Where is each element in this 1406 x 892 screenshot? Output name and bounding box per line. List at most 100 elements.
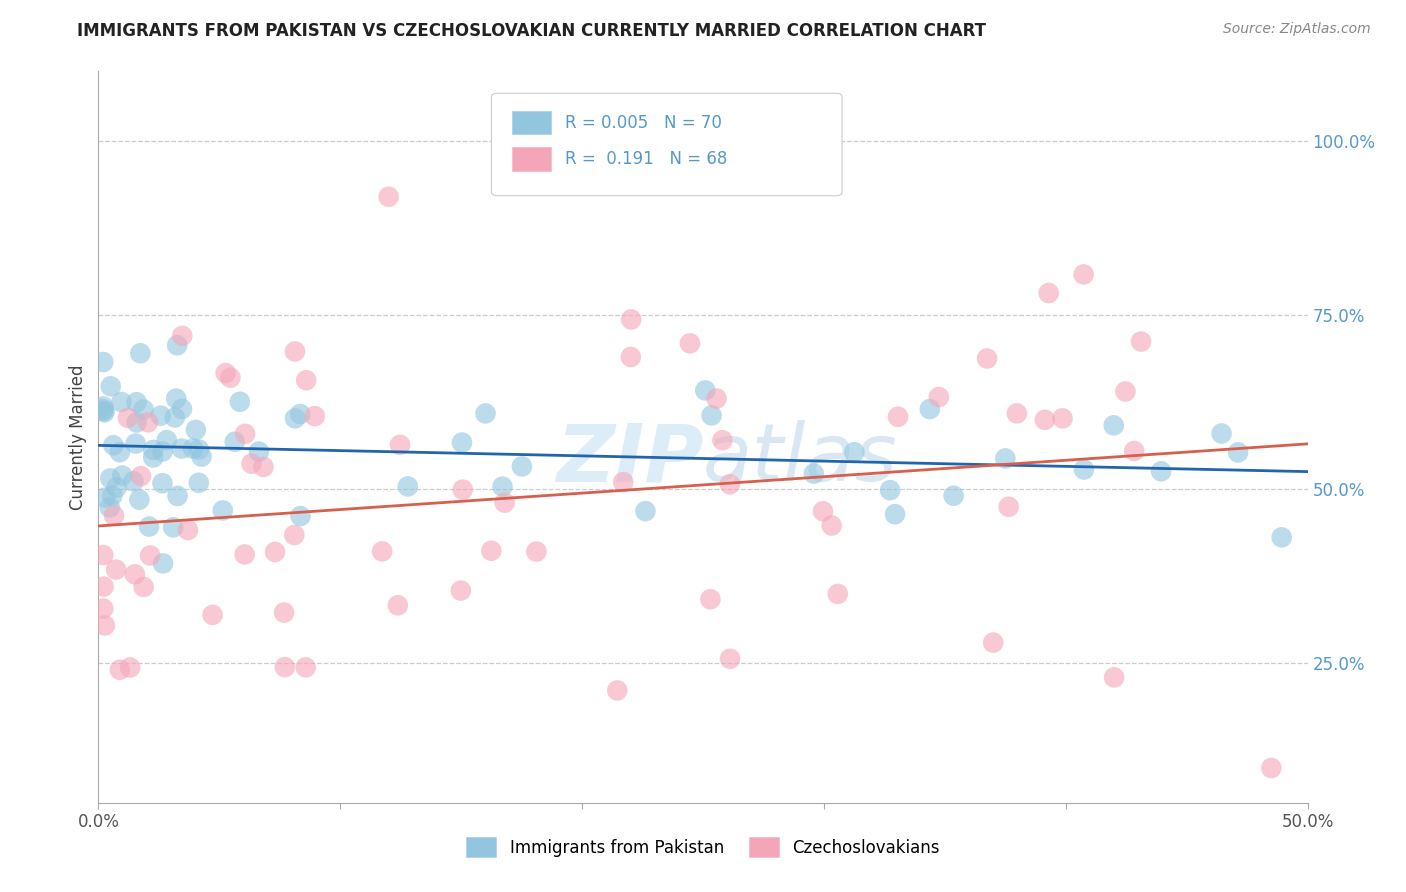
Point	[479, 543, 502, 558]
Point	[264, 545, 287, 559]
Point	[152, 476, 174, 491]
Point	[219, 370, 242, 384]
Point	[132, 580, 155, 594]
Point	[711, 434, 734, 448]
Text: R = 0.005   N = 70: R = 0.005 N = 70	[565, 113, 723, 131]
Point	[162, 520, 184, 534]
Point	[718, 477, 741, 491]
Point	[1052, 411, 1074, 425]
Point	[136, 415, 159, 429]
Point	[139, 549, 162, 563]
Point	[1073, 268, 1095, 282]
Point	[94, 491, 117, 505]
Point	[274, 660, 297, 674]
Point	[387, 599, 409, 613]
Point	[252, 459, 274, 474]
Point	[129, 469, 152, 483]
Legend: Immigrants from Pakistan, Czechoslovakians: Immigrants from Pakistan, Czechoslovakia…	[460, 830, 946, 864]
Point	[976, 351, 998, 366]
Point	[1033, 413, 1056, 427]
Point	[214, 366, 236, 380]
Point	[620, 350, 643, 364]
Point	[187, 442, 209, 457]
Point	[124, 436, 146, 450]
Point	[526, 544, 548, 558]
Point	[295, 373, 318, 387]
Point	[233, 426, 256, 441]
Point	[1260, 761, 1282, 775]
Point	[803, 467, 825, 481]
Point	[273, 606, 295, 620]
Point	[172, 329, 194, 343]
Point	[700, 409, 723, 423]
Point	[706, 392, 728, 406]
Point	[163, 410, 186, 425]
Point	[1271, 530, 1294, 544]
Point	[290, 508, 312, 523]
Point	[103, 508, 125, 523]
Point	[294, 660, 316, 674]
Point	[844, 445, 866, 459]
Point	[820, 518, 842, 533]
Point	[718, 652, 741, 666]
Point	[91, 404, 114, 418]
Point	[290, 407, 312, 421]
Point	[152, 557, 174, 571]
Point	[138, 519, 160, 533]
Bar	[512, 111, 551, 135]
Point	[811, 504, 834, 518]
Point	[103, 438, 125, 452]
Y-axis label: Currently Married: Currently Married	[69, 364, 87, 510]
Point	[494, 496, 516, 510]
Text: R =  0.191   N = 68: R = 0.191 N = 68	[565, 150, 727, 168]
Point	[474, 406, 496, 420]
Point	[304, 409, 326, 424]
Point	[377, 190, 399, 204]
Point	[1123, 444, 1146, 458]
Point	[152, 444, 174, 458]
Point	[1102, 670, 1125, 684]
Point	[887, 409, 910, 424]
Point	[149, 409, 172, 423]
Point	[124, 567, 146, 582]
Point	[396, 479, 419, 493]
Point	[240, 457, 263, 471]
FancyBboxPatch shape	[492, 94, 842, 195]
Point	[997, 500, 1019, 514]
Point	[1114, 384, 1136, 399]
Point	[942, 489, 965, 503]
Point	[177, 523, 200, 537]
Point	[165, 392, 187, 406]
Point	[156, 433, 179, 447]
Point	[170, 442, 193, 456]
Point	[94, 618, 117, 632]
Point	[451, 483, 474, 497]
Point	[284, 411, 307, 425]
Point	[190, 450, 212, 464]
Point	[612, 475, 634, 489]
Text: Source: ZipAtlas.com: Source: ZipAtlas.com	[1223, 22, 1371, 37]
Point	[606, 683, 628, 698]
Point	[284, 344, 307, 359]
Point	[93, 580, 115, 594]
Point	[879, 483, 901, 498]
Point	[91, 402, 114, 417]
Text: atlas: atlas	[703, 420, 898, 498]
Point	[120, 660, 142, 674]
Point	[1130, 334, 1153, 349]
Point	[634, 504, 657, 518]
Point	[1227, 445, 1250, 459]
Point	[187, 475, 209, 490]
Point	[994, 451, 1017, 466]
Point	[827, 587, 849, 601]
Point	[224, 434, 246, 449]
Point	[91, 601, 114, 615]
Point	[129, 346, 152, 360]
Bar	[512, 147, 551, 171]
Point	[132, 402, 155, 417]
Point	[1102, 418, 1125, 433]
Point	[125, 416, 148, 430]
Point	[211, 503, 233, 517]
Point	[181, 442, 204, 456]
Point	[128, 492, 150, 507]
